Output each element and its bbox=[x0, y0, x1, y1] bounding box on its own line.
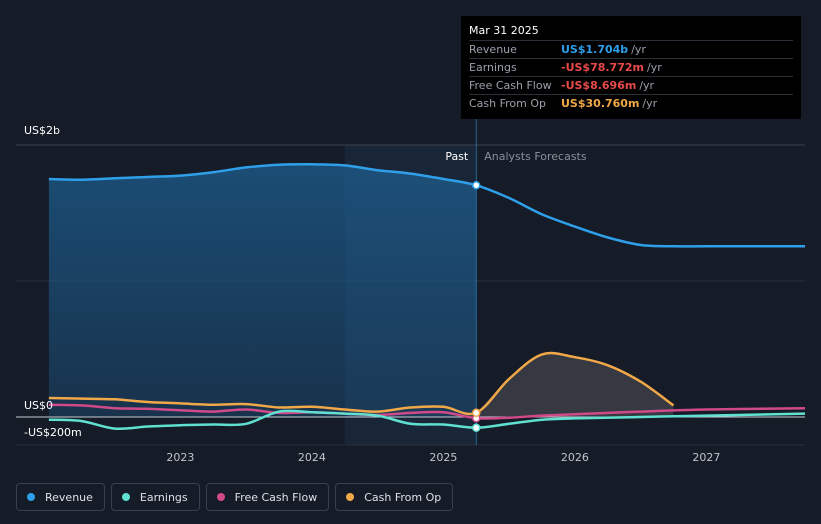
tooltip-label-revenue: Revenue bbox=[469, 43, 517, 56]
revenue-line bbox=[48, 163, 805, 248]
revenue-marker bbox=[472, 181, 481, 190]
cash-from-op-line bbox=[48, 351, 675, 416]
tooltip-unit-earnings: /yr bbox=[646, 61, 662, 74]
legend-label-cash-from-op: Cash From Op bbox=[364, 490, 442, 504]
tooltip-unit-fcf: /yr bbox=[639, 79, 655, 92]
x-tick-label: 2023 bbox=[166, 451, 194, 464]
legend-dot-free-cash-flow bbox=[216, 493, 225, 501]
legend-item-free-cash-flow[interactable]: Free Cash Flow bbox=[205, 483, 330, 511]
legend-dot-cash-from-op bbox=[346, 493, 355, 501]
legend-label-revenue: Revenue bbox=[45, 490, 93, 504]
tooltip-unit-revenue: /yr bbox=[631, 43, 646, 56]
legend-item-cash-from-op[interactable]: Cash From Op bbox=[335, 483, 454, 511]
legend-label-earnings: Earnings bbox=[139, 490, 188, 504]
revenue-area bbox=[48, 164, 477, 417]
legend-item-revenue[interactable]: Revenue bbox=[16, 483, 105, 511]
tooltip-unit-cfo: /yr bbox=[642, 97, 658, 110]
tooltip-value-fcf: -US$8.696m bbox=[561, 79, 637, 92]
tooltip: Mar 31 2025 Revenue US$1.704b /yr Earnin… bbox=[461, 16, 801, 119]
tooltip-label-earnings: Earnings bbox=[469, 61, 517, 74]
tooltip-label-fcf: Free Cash Flow bbox=[469, 79, 552, 92]
x-tick-label: 2026 bbox=[561, 451, 589, 464]
y-tick-label: US$0 bbox=[24, 399, 53, 412]
tooltip-row-revenue: Revenue US$1.704b /yr bbox=[469, 41, 793, 59]
legend: Revenue Earnings Free Cash Flow Cash Fro… bbox=[16, 483, 454, 511]
tooltip-label-cfo: Cash From Op bbox=[469, 97, 547, 110]
earnings-line bbox=[48, 409, 806, 431]
legend-dot-earnings bbox=[121, 493, 130, 501]
tooltip-row-cfo: Cash From Op US$30.760m /yr bbox=[469, 95, 793, 112]
tooltip-value-cfo: US$30.760m bbox=[561, 97, 640, 110]
tooltip-row-earnings: Earnings -US$78.772m /yr bbox=[469, 59, 793, 77]
tooltip-row-fcf: Free Cash Flow -US$8.696m /yr bbox=[469, 77, 793, 95]
x-tick-label: 2027 bbox=[692, 451, 720, 464]
past-label: Past bbox=[445, 150, 469, 163]
x-tick-label: 2025 bbox=[429, 451, 457, 464]
x-tick-label: 2024 bbox=[298, 451, 326, 464]
legend-dot-revenue bbox=[27, 493, 35, 501]
tooltip-value-earnings: -US$78.772m bbox=[561, 61, 644, 74]
earnings-marker bbox=[472, 423, 481, 432]
legend-item-earnings[interactable]: Earnings bbox=[110, 483, 200, 511]
cash-from-op-forecast-area bbox=[476, 353, 674, 417]
cash-from-op-marker bbox=[472, 408, 481, 418]
y-tick-label: US$2b bbox=[24, 124, 60, 137]
tooltip-value-revenue: US$1.704b bbox=[561, 43, 629, 56]
forecast-label: Analysts Forecasts bbox=[484, 150, 587, 163]
legend-label-free-cash-flow: Free Cash Flow bbox=[234, 490, 318, 504]
tooltip-date: Mar 31 2025 bbox=[469, 24, 793, 41]
y-tick-label: -US$200m bbox=[24, 426, 82, 439]
